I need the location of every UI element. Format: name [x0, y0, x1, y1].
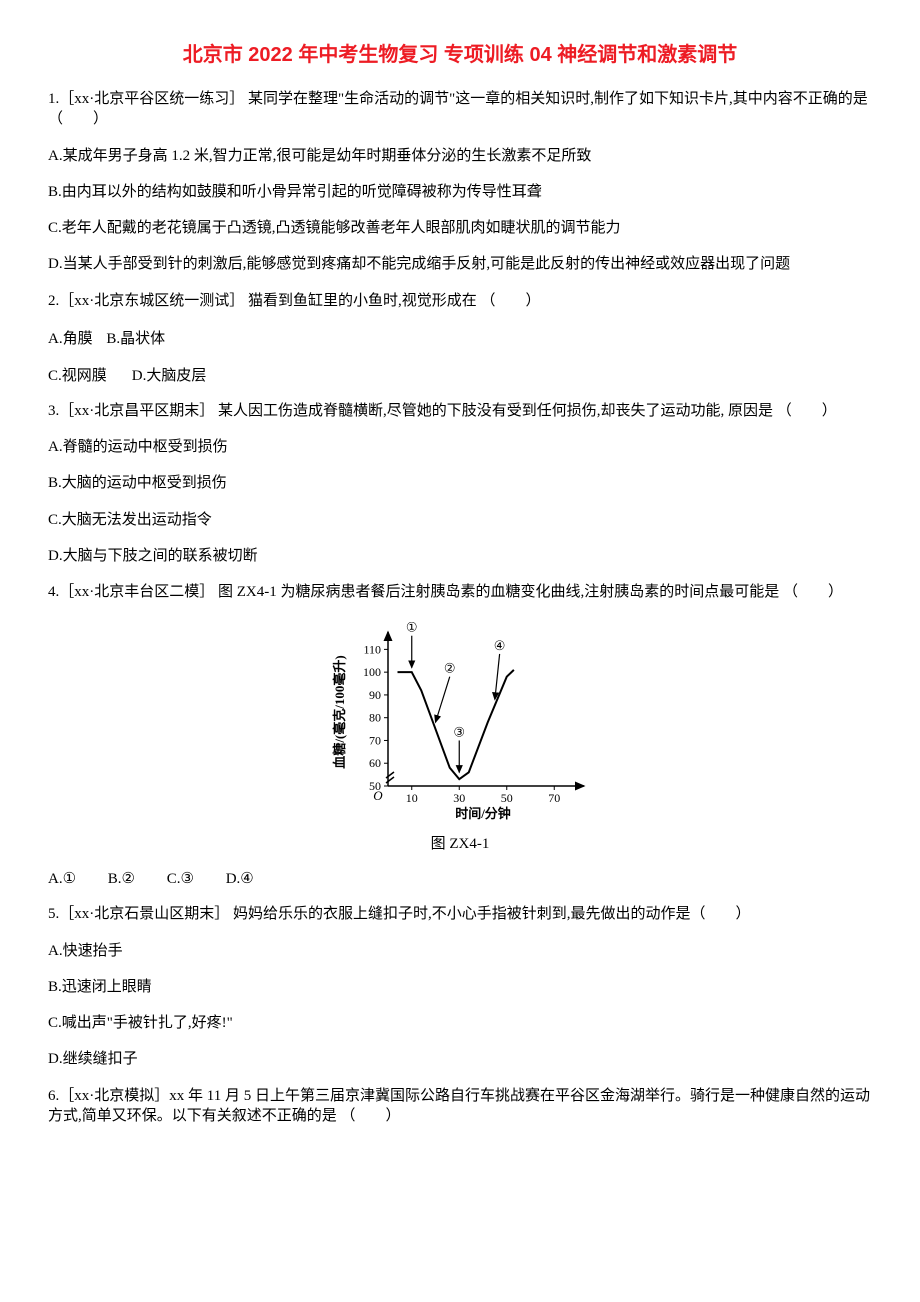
- svg-text:②: ②: [444, 661, 456, 676]
- svg-text:①: ①: [406, 622, 418, 635]
- svg-text:70: 70: [369, 734, 381, 748]
- chart-svg: 506070809010011010305070①②③④血糖/(毫克/100毫升…: [330, 622, 590, 822]
- svg-text:50: 50: [501, 791, 513, 805]
- svg-text:80: 80: [369, 711, 381, 725]
- q2-opts-row1: A.角膜 B.晶状体: [48, 327, 872, 348]
- q4-caption: 图 ZX4-1: [48, 832, 872, 853]
- q4-opt-b: B.②: [108, 871, 135, 887]
- q4-opt-c: C.③: [167, 871, 194, 887]
- q2-stem: 2.［xx·北京东城区统一测试］ 猫看到鱼缸里的小鱼时,视觉形成在 （ ）: [48, 291, 872, 311]
- q1-opt-b: B.由内耳以外的结构如鼓膜和听小骨异常引起的听觉障碍被称为传导性耳聋: [48, 182, 872, 202]
- q2-opt-c: C.视网膜: [48, 368, 107, 384]
- q2-opt-b: B.晶状体: [106, 331, 165, 347]
- page-title: 北京市 2022 年中考生物复习 专项训练 04 神经调节和激素调节: [48, 38, 872, 67]
- q4-opt-d: D.④: [226, 871, 254, 887]
- q2-opts-row2: C.视网膜 D.大脑皮层: [48, 364, 872, 385]
- svg-text:100: 100: [363, 665, 381, 679]
- q4-figure: 506070809010011010305070①②③④血糖/(毫克/100毫升…: [48, 622, 872, 853]
- q3-stem: 3.［xx·北京昌平区期末］ 某人因工伤造成脊髓横断,尽管她的下肢没有受到任何损…: [48, 401, 872, 421]
- svg-text:血糖/(毫克/100毫升): 血糖/(毫克/100毫升): [332, 656, 347, 769]
- q5-opt-c: C.喊出声"手被针扎了,好疼!": [48, 1013, 872, 1033]
- svg-text:60: 60: [369, 756, 381, 770]
- svg-text:O: O: [373, 788, 383, 803]
- q5-stem: 5.［xx·北京石景山区期末］ 妈妈给乐乐的衣服上缝扣子时,不小心手指被针刺到,…: [48, 904, 872, 924]
- svg-text:70: 70: [548, 791, 560, 805]
- q3-opt-a: A.脊髓的运动中枢受到损伤: [48, 437, 872, 457]
- q2-opt-a: A.角膜: [48, 331, 93, 347]
- q3-opt-b: B.大脑的运动中枢受到损伤: [48, 473, 872, 493]
- q2-opt-d: D.大脑皮层: [132, 368, 207, 384]
- svg-text:90: 90: [369, 688, 381, 702]
- svg-text:时间/分钟: 时间/分钟: [455, 806, 511, 821]
- svg-text:③: ③: [453, 725, 465, 740]
- q4-opts: A.① B.② C.③ D.④: [48, 869, 872, 888]
- svg-text:④: ④: [494, 638, 506, 653]
- q1-opt-d: D.当某人手部受到针的刺激后,能够感觉到疼痛却不能完成缩手反射,可能是此反射的传…: [48, 254, 872, 274]
- q4-stem: 4.［xx·北京丰台区二模］ 图 ZX4-1 为糖尿病患者餐后注射胰岛素的血糖变…: [48, 582, 872, 602]
- q1-stem: 1.［xx·北京平谷区统一练习］ 某同学在整理"生命活动的调节"这一章的相关知识…: [48, 89, 872, 130]
- q3-opt-d: D.大脑与下肢之间的联系被切断: [48, 546, 872, 566]
- q4-opt-a: A.①: [48, 871, 76, 887]
- q5-opt-a: A.快速抬手: [48, 941, 872, 961]
- q6-stem: 6.［xx·北京模拟］xx 年 11 月 5 日上午第三届京津冀国际公路自行车挑…: [48, 1086, 872, 1127]
- q1-opt-a: A.某成年男子身高 1.2 米,智力正常,很可能是幼年时期垂体分泌的生长激素不足…: [48, 146, 872, 166]
- svg-text:110: 110: [363, 643, 381, 657]
- q3-opt-c: C.大脑无法发出运动指令: [48, 510, 872, 530]
- q5-opt-d: D.继续缝扣子: [48, 1049, 872, 1069]
- q5-opt-b: B.迅速闭上眼睛: [48, 977, 872, 997]
- svg-text:30: 30: [453, 791, 465, 805]
- q1-opt-c: C.老年人配戴的老花镜属于凸透镜,凸透镜能够改善老年人眼部肌肉如睫状肌的调节能力: [48, 218, 872, 238]
- svg-text:10: 10: [406, 791, 418, 805]
